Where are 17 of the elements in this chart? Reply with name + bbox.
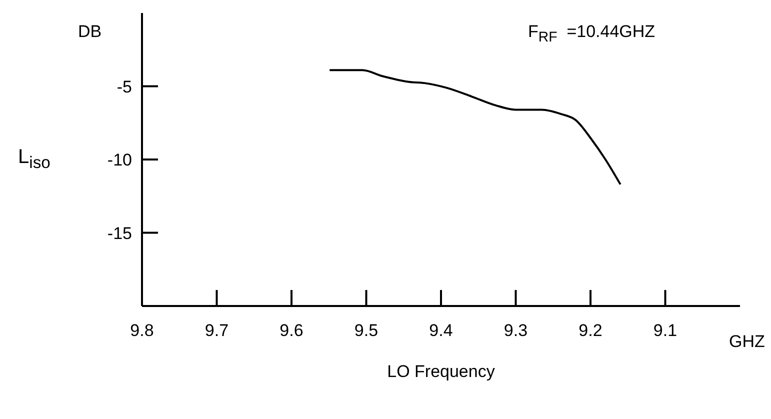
text: DB bbox=[78, 22, 102, 42]
x-tick-label: 9.8 bbox=[130, 321, 154, 340]
annotation: F$_{RF}$ =10.44GHZ bbox=[528, 22, 656, 46]
y-tick-label: -15 bbox=[107, 224, 132, 243]
x-tick-label: 9.3 bbox=[504, 321, 528, 340]
x-tick-label: 9.1 bbox=[653, 321, 678, 340]
y-tick-label: -5 bbox=[116, 77, 132, 96]
x-axis-title: LO Frequency bbox=[386, 362, 496, 382]
x-tick-label: 9.4 bbox=[429, 321, 453, 340]
x-tick-label: 9.6 bbox=[280, 321, 304, 340]
y-axis-title: L$_{iso}$ bbox=[18, 146, 50, 172]
line-series bbox=[328, 69, 622, 186]
x-tick-label: 9.2 bbox=[578, 321, 602, 340]
text: GHZ bbox=[729, 332, 765, 352]
y-tick-label: -10 bbox=[107, 150, 132, 170]
x-tick-label: 9.7 bbox=[204, 321, 229, 340]
x-tick-label: 9.5 bbox=[354, 321, 378, 340]
